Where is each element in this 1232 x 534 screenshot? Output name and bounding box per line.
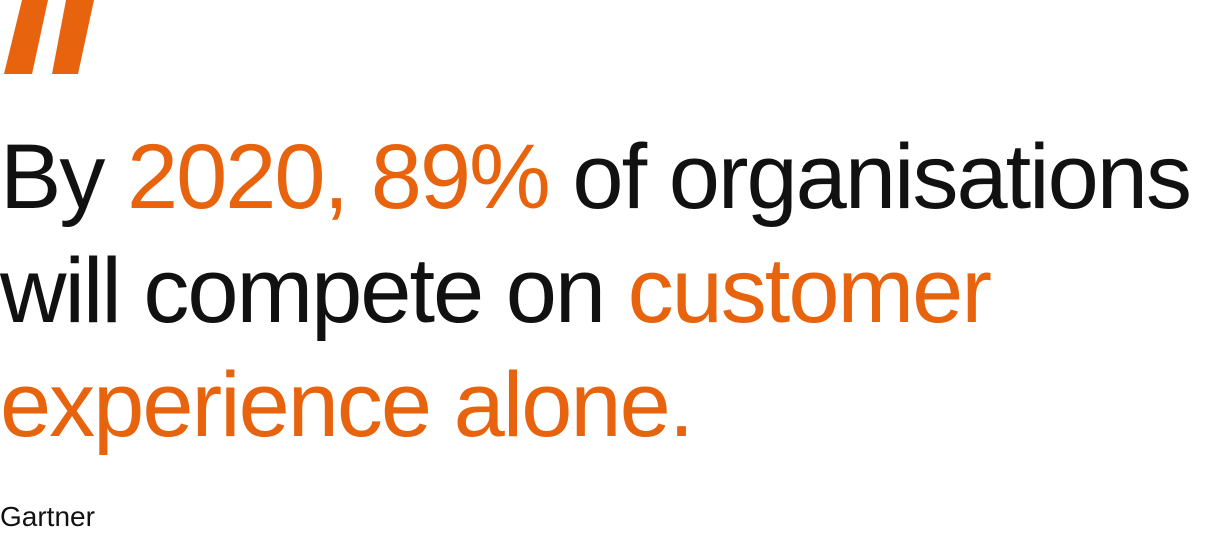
- quote-text: By 2020, 89% of organisations will compe…: [0, 120, 1232, 462]
- quote-line-2: will compete on customer: [0, 234, 1232, 348]
- quote-highlight-statistic: 2020, 89%: [126, 126, 551, 228]
- quote-highlight-experience: experience alone.: [0, 354, 694, 456]
- quote-line-2-part-1: will compete on: [0, 240, 606, 342]
- quote-line-1-part-3: of organisations: [572, 126, 1192, 228]
- quote-line-3: experience alone.: [0, 348, 1232, 462]
- quote-source: Gartner: [0, 501, 95, 532]
- quote-highlight-customer: customer: [627, 240, 992, 342]
- quote-line-1-part-1: By: [0, 126, 105, 228]
- quote-line-1: By 2020, 89% of organisations: [0, 120, 1232, 234]
- quotation-mark-icon: [4, 0, 94, 74]
